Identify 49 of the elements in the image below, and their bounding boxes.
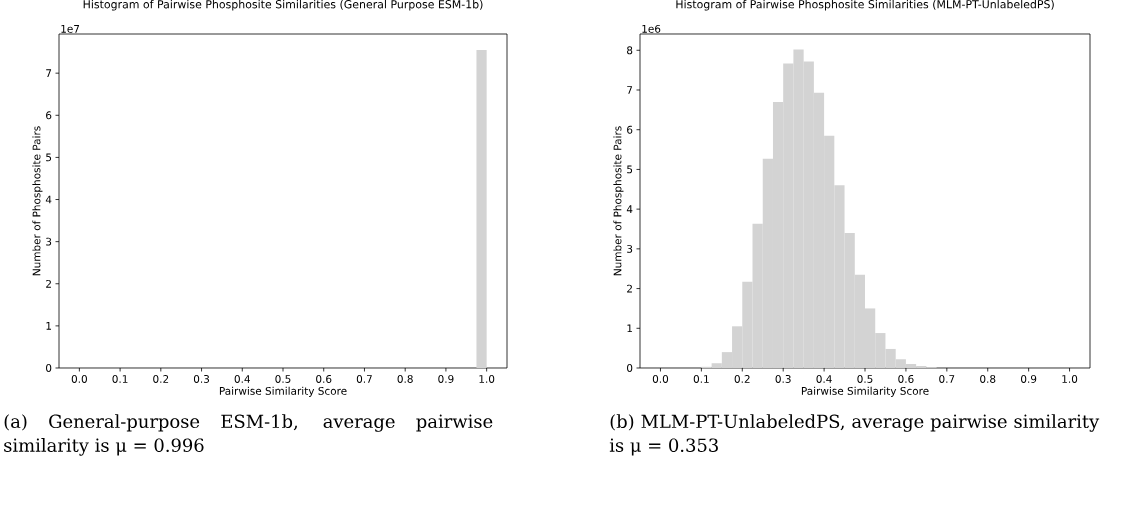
y-tick-label: 5 xyxy=(46,153,52,162)
x-tick-label: 0.1 xyxy=(693,375,709,383)
y-tick-label: 8 xyxy=(627,46,633,55)
x-tick-label: 0.9 xyxy=(438,375,454,383)
y-tick-label: 2 xyxy=(627,284,632,293)
x-tick-label: 0.4 xyxy=(234,375,250,383)
chart-title: Histogram of Pairwise Phosphosite Similarities (General Purpose ESM-1b) xyxy=(83,0,483,11)
y-tick-label: 7 xyxy=(46,69,52,77)
x-tick-label: 0.3 xyxy=(193,375,210,383)
x-tick-label: 0.1 xyxy=(112,375,128,383)
x-tick-label: 0.6 xyxy=(316,375,332,383)
y-tick-label: 0 xyxy=(627,364,633,372)
x-tick-label: 0.2 xyxy=(734,375,750,383)
y-tick-label: 6 xyxy=(627,125,633,134)
x-tick-label: 1.0 xyxy=(479,375,495,383)
x-tick-label: 0.5 xyxy=(275,375,291,383)
y-tick-label: 4 xyxy=(45,195,52,204)
y-tick-label: 5 xyxy=(627,165,633,174)
x-tick-label: 0.0 xyxy=(652,375,669,383)
y-tick-label: 6 xyxy=(46,111,52,120)
y-tick-label: 3 xyxy=(46,237,52,246)
y-tick-label: 4 xyxy=(626,205,633,213)
y-tick-label: 3 xyxy=(627,244,633,253)
text: (b) MLM-PT-UnlabeledPS, average pairwise similarity is μ = 0.353 xyxy=(609,414,1100,456)
x-tick-label: 0.8 xyxy=(980,375,996,383)
chart-title: Histogram of Pairwise Phosphosite Similarities (MLM-PT-UnlabeledPS) xyxy=(676,0,1054,11)
x-tick-label: 0.8 xyxy=(397,375,413,383)
y-axis-title: Number of Phosphosite Pairs xyxy=(32,126,43,276)
x-tick-label: 0.9 xyxy=(1021,375,1037,383)
y-tick-label: 7 xyxy=(627,86,633,94)
y-tick-label: 2 xyxy=(46,279,51,288)
x-tick-label: 0.0 xyxy=(71,375,87,383)
x-tick-label: 0.2 xyxy=(153,375,169,383)
y-tick-label: 0 xyxy=(46,364,52,372)
y-tick-label: 1 xyxy=(627,324,633,333)
x-axis-title: Pairwise Similarity Score xyxy=(801,386,929,397)
x-tick-label: 0.3 xyxy=(775,375,791,383)
text: 1e7 xyxy=(61,25,80,33)
x-axis-title: Pairwise Similarity Score xyxy=(219,386,347,397)
text: (a) General-purpose ESM-1b, average pairwise similarity is μ = 0.996 xyxy=(4,414,493,456)
x-tick-label: 1.0 xyxy=(1062,375,1078,383)
x-tick-label: 0.4 xyxy=(816,375,832,383)
x-tick-label: 0.5 xyxy=(857,375,873,383)
x-tick-label: 0.7 xyxy=(939,375,955,383)
y-tick-label: 1 xyxy=(46,322,52,330)
y-axis-title: Number of Phosphosite Pairs xyxy=(613,126,624,276)
x-tick-label: 0.6 xyxy=(898,375,914,383)
x-tick-label: 0.7 xyxy=(356,375,372,383)
text: 1e6 xyxy=(642,24,661,33)
